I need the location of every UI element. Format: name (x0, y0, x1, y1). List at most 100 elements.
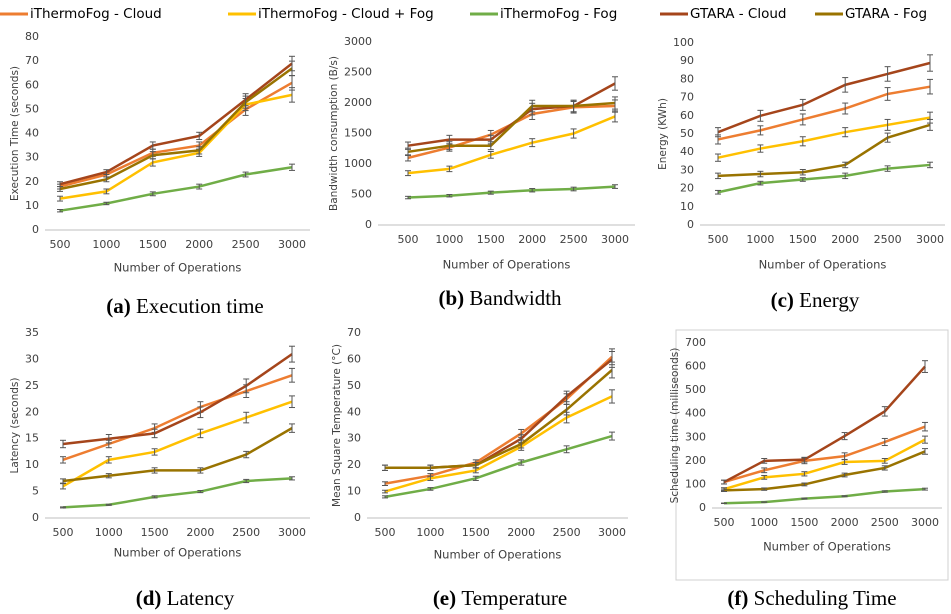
error-bar (927, 54, 933, 72)
error-bar (149, 151, 156, 160)
y-tick-label: 30 (25, 151, 39, 164)
y-axis-label: Bandwidth consumption (B/s) (328, 56, 340, 211)
error-bar (289, 476, 295, 481)
y-tick-label: 5 (32, 485, 39, 498)
error-bar (427, 475, 434, 481)
error-bar (382, 489, 388, 494)
y-tick-label: 10 (25, 458, 39, 471)
legend-label: GTARA - Cloud (690, 6, 787, 22)
error-bar (799, 98, 806, 111)
caption-label: (a) (106, 294, 131, 318)
error-bar (151, 495, 158, 499)
y-tick-label: 200 (685, 454, 706, 467)
error-bar (196, 146, 203, 155)
error-bar (197, 428, 204, 439)
error-bar (382, 481, 388, 486)
error-bar (103, 201, 110, 206)
x-tick-label: 2000 (185, 238, 213, 251)
error-bar (487, 141, 494, 151)
error-bar (289, 423, 295, 433)
error-bar (761, 458, 768, 464)
x-tick-label: 3000 (911, 516, 939, 529)
y-tick-label: 10 (347, 485, 361, 498)
y-tick-label: 500 (351, 188, 372, 201)
error-bar (518, 459, 525, 466)
y-axis-label: Execution Time (seconds) (9, 66, 21, 201)
error-bar (761, 474, 768, 480)
x-tick-label: 500 (708, 233, 729, 246)
error-bar (242, 95, 249, 109)
y-tick-label: 700 (685, 336, 706, 349)
error-bar (242, 171, 249, 178)
error-bar (801, 456, 808, 463)
error-bar (842, 77, 849, 93)
error-bar (103, 188, 110, 195)
error-bar (529, 138, 536, 148)
series-line (59, 81, 293, 188)
error-bar (563, 403, 570, 416)
series-line (62, 427, 293, 483)
error-bar (405, 170, 411, 177)
y-tick-label: 10 (25, 199, 39, 212)
x-tick-label: 3000 (278, 526, 306, 539)
error-bar (841, 472, 848, 478)
series-line (717, 123, 931, 178)
legend-label: iThermoFog - Cloud + Fog (258, 6, 434, 22)
error-bar (57, 186, 63, 192)
error-bar (799, 113, 806, 126)
error-bar (196, 183, 203, 190)
y-tick-label: 80 (25, 30, 39, 43)
caption-label: (e) (433, 586, 456, 610)
error-bar (927, 78, 933, 95)
error-bar (149, 191, 156, 197)
error-bar (881, 406, 888, 417)
x-tick-label: 3000 (598, 526, 626, 539)
error-bar (197, 406, 204, 419)
series-line (723, 425, 926, 484)
caption: (e) Temperature (433, 586, 567, 610)
error-bar (842, 127, 849, 138)
x-tick-label: 500 (53, 526, 74, 539)
error-bar (105, 433, 112, 444)
error-bar (382, 464, 388, 471)
error-bar (289, 367, 295, 383)
error-bar (405, 147, 411, 156)
y-tick-label: 0 (354, 511, 361, 524)
error-bar (151, 428, 158, 439)
error-bar (609, 389, 615, 404)
y-tick-label: 70 (680, 91, 694, 104)
series-line (407, 115, 616, 175)
error-bar (197, 490, 204, 494)
error-bar (612, 96, 618, 110)
x-tick-label: 1500 (477, 233, 505, 246)
x-tick-label: 1500 (141, 526, 169, 539)
error-bar (612, 76, 618, 91)
error-bar (103, 169, 110, 176)
error-bar (57, 208, 63, 213)
error-bar (60, 456, 66, 464)
x-tick-label: 1000 (750, 516, 778, 529)
x-tick-label: 500 (714, 516, 735, 529)
y-tick-label: 25 (25, 379, 39, 392)
error-bar (884, 87, 891, 101)
legend-label: GTARA - Fog (845, 6, 927, 22)
series-line (59, 67, 293, 191)
caption: (b) Bandwidth (438, 286, 562, 310)
x-tick-label: 3000 (601, 233, 629, 246)
caption-text: Latency (167, 586, 235, 610)
x-tick-label: 2500 (553, 526, 581, 539)
y-tick-label: 90 (680, 54, 694, 67)
error-bar (801, 497, 808, 500)
legend-label: iThermoFog - Fog (500, 6, 617, 22)
error-bar (881, 458, 888, 464)
y-tick-label: 10 (680, 200, 694, 213)
y-axis-label: Energy (KWh) (657, 98, 669, 170)
series-line (717, 85, 931, 141)
y-axis-label: Mean Square Temperature (°C) (331, 344, 343, 507)
y-tick-label: 1500 (344, 127, 372, 140)
y-tick-label: 40 (25, 127, 39, 140)
error-bar (721, 479, 727, 485)
error-bar (487, 150, 494, 159)
error-bar (60, 439, 66, 449)
